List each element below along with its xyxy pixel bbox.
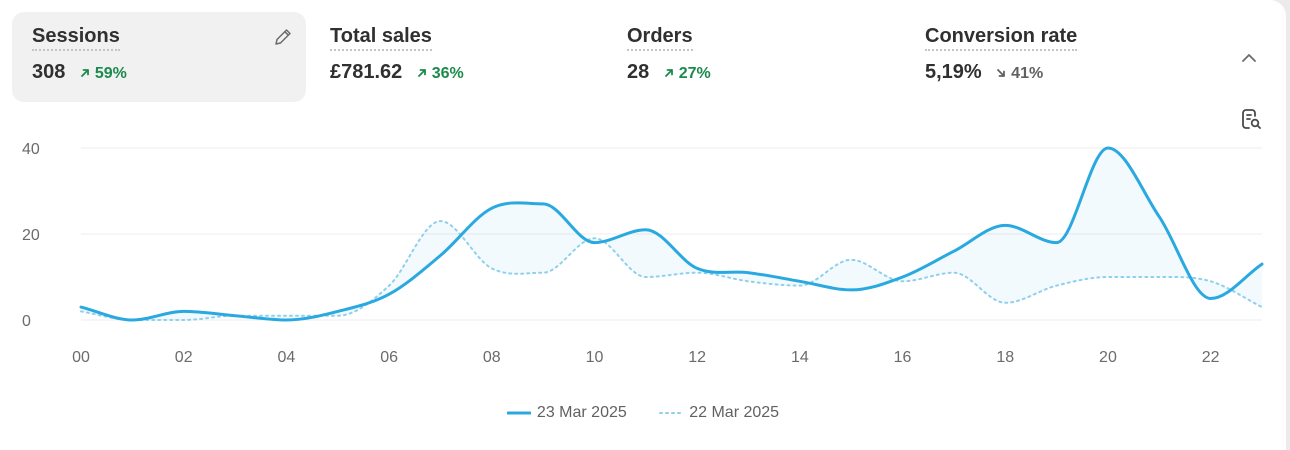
legend-swatch-solid (506, 411, 532, 415)
data-point-23-mar-2025 (438, 254, 442, 258)
data-point-22-mar-2025 (79, 309, 83, 313)
data-point-23-mar-2025 (541, 202, 545, 206)
arrow-down-right-icon (997, 69, 1006, 77)
series-line-22-mar-2025 (80, 220, 1263, 321)
arrow-up-right-icon (417, 69, 426, 77)
data-point-22-mar-2025 (438, 219, 442, 223)
data-point-23-mar-2025 (387, 292, 391, 296)
metric-delta: 59% (80, 65, 127, 82)
legend-swatch-dotted (659, 411, 684, 414)
data-point-23-mar-2025 (798, 279, 802, 283)
data-point-23-mar-2025 (747, 271, 751, 275)
data-point-23-mar-2025 (849, 288, 853, 292)
x-tick-label: 04 (277, 349, 295, 366)
x-tick-label: 20 (1099, 349, 1117, 366)
data-point-22-mar-2025 (490, 266, 494, 270)
data-point-23-mar-2025 (1157, 215, 1161, 219)
metric-delta-value: 36% (431, 65, 464, 82)
data-point-22-mar-2025 (592, 236, 596, 240)
legend-item-comparison[interactable]: 22 Mar 2025 (659, 404, 779, 422)
x-tick-label: 02 (175, 349, 193, 366)
metric-value: £781.62 (330, 61, 403, 83)
metric-delta: 36% (417, 65, 464, 82)
metric-delta-value: 41% (1011, 65, 1044, 82)
data-point-23-mar-2025 (284, 318, 288, 322)
metric-delta: 41% (996, 65, 1043, 82)
x-tick-label: 14 (791, 349, 809, 366)
data-point-23-mar-2025 (592, 241, 596, 245)
data-point-22-mar-2025 (952, 271, 956, 275)
x-tick-label: 00 (72, 349, 90, 366)
x-tick-label: 22 (1202, 349, 1220, 366)
metric-conversion-rate[interactable]: Conversion rate 5,19% 41% (905, 12, 1195, 102)
data-point-23-mar-2025 (1106, 146, 1110, 150)
data-point-23-mar-2025 (952, 249, 956, 253)
x-tick-label: 18 (996, 349, 1014, 366)
metric-label[interactable]: Sessions (32, 24, 120, 51)
metric-value: 5,19% (925, 61, 982, 83)
x-tick-label: 08 (483, 349, 501, 366)
data-point-22-mar-2025 (747, 279, 751, 283)
data-point-23-mar-2025 (644, 228, 648, 232)
metric-total-sales[interactable]: Total sales £781.62 36% (310, 12, 600, 102)
data-point-23-mar-2025 (695, 266, 699, 270)
data-point-22-mar-2025 (849, 258, 853, 262)
data-point-23-mar-2025 (1003, 223, 1007, 227)
data-point-23-mar-2025 (336, 309, 340, 313)
pencil-icon[interactable] (272, 26, 294, 48)
legend-label-primary: 23 Mar 2025 (536, 404, 627, 421)
data-point-22-mar-2025 (798, 284, 802, 288)
data-point-22-mar-2025 (1157, 275, 1161, 279)
data-point-22-mar-2025 (541, 271, 545, 275)
data-point-23-mar-2025 (1209, 297, 1213, 301)
y-tick-label: 40 (22, 141, 40, 158)
data-point-23-mar-2025 (901, 275, 905, 279)
chart-legend: 23 Mar 2025 22 Mar 2025 (0, 404, 1286, 422)
legend-item-primary[interactable]: 23 Mar 2025 (506, 404, 627, 422)
data-point-22-mar-2025 (901, 279, 905, 283)
metric-label[interactable]: Total sales (330, 24, 432, 51)
data-point-23-mar-2025 (1055, 241, 1059, 245)
data-point-23-mar-2025 (490, 206, 494, 210)
x-tick-label: 06 (380, 349, 398, 366)
data-point-22-mar-2025 (233, 314, 237, 318)
data-point-22-mar-2025 (336, 314, 340, 318)
series-line-23-mar-2025 (79, 146, 1264, 322)
x-tick-label: 10 (586, 349, 604, 366)
y-tick-label: 20 (22, 227, 40, 244)
data-point-22-mar-2025 (1003, 301, 1007, 305)
metric-sessions[interactable]: Sessions 308 59% (12, 12, 306, 102)
data-point-22-mar-2025 (387, 284, 391, 288)
report-search-icon[interactable] (1238, 106, 1264, 132)
metric-delta-value: 59% (94, 65, 127, 82)
data-point-22-mar-2025 (284, 314, 288, 318)
data-point-23-mar-2025 (182, 309, 186, 313)
data-point-22-mar-2025 (1055, 284, 1059, 288)
metric-label[interactable]: Orders (627, 24, 693, 51)
data-point-23-mar-2025 (79, 305, 83, 309)
sessions-line-chart: 0 20 40 00 02 04 06 08 10 12 14 16 18 20 22 (22, 141, 1264, 366)
arrow-up-right-icon (664, 69, 673, 77)
arrow-up-right-icon (80, 69, 89, 77)
data-point-23-mar-2025 (1260, 262, 1264, 266)
metric-delta: 27% (664, 65, 711, 82)
data-point-22-mar-2025 (1106, 275, 1110, 279)
data-point-22-mar-2025 (1209, 279, 1213, 283)
y-tick-label: 0 (22, 313, 31, 330)
legend-label-comparison: 22 Mar 2025 (689, 404, 780, 421)
metric-delta-value: 27% (678, 65, 711, 82)
metric-value: 308 (32, 61, 66, 83)
metric-orders[interactable]: Orders 28 27% (607, 12, 897, 102)
metric-label[interactable]: Conversion rate (925, 24, 1078, 51)
data-point-22-mar-2025 (644, 275, 648, 279)
data-point-22-mar-2025 (1260, 305, 1264, 309)
x-tick-label: 12 (688, 349, 706, 366)
x-tick-label: 16 (894, 349, 912, 366)
data-point-22-mar-2025 (695, 271, 699, 275)
chevron-up-icon[interactable] (1236, 45, 1262, 71)
metric-value: 28 (627, 61, 650, 83)
data-point-22-mar-2025 (182, 318, 186, 322)
data-point-22-mar-2025 (130, 318, 134, 322)
